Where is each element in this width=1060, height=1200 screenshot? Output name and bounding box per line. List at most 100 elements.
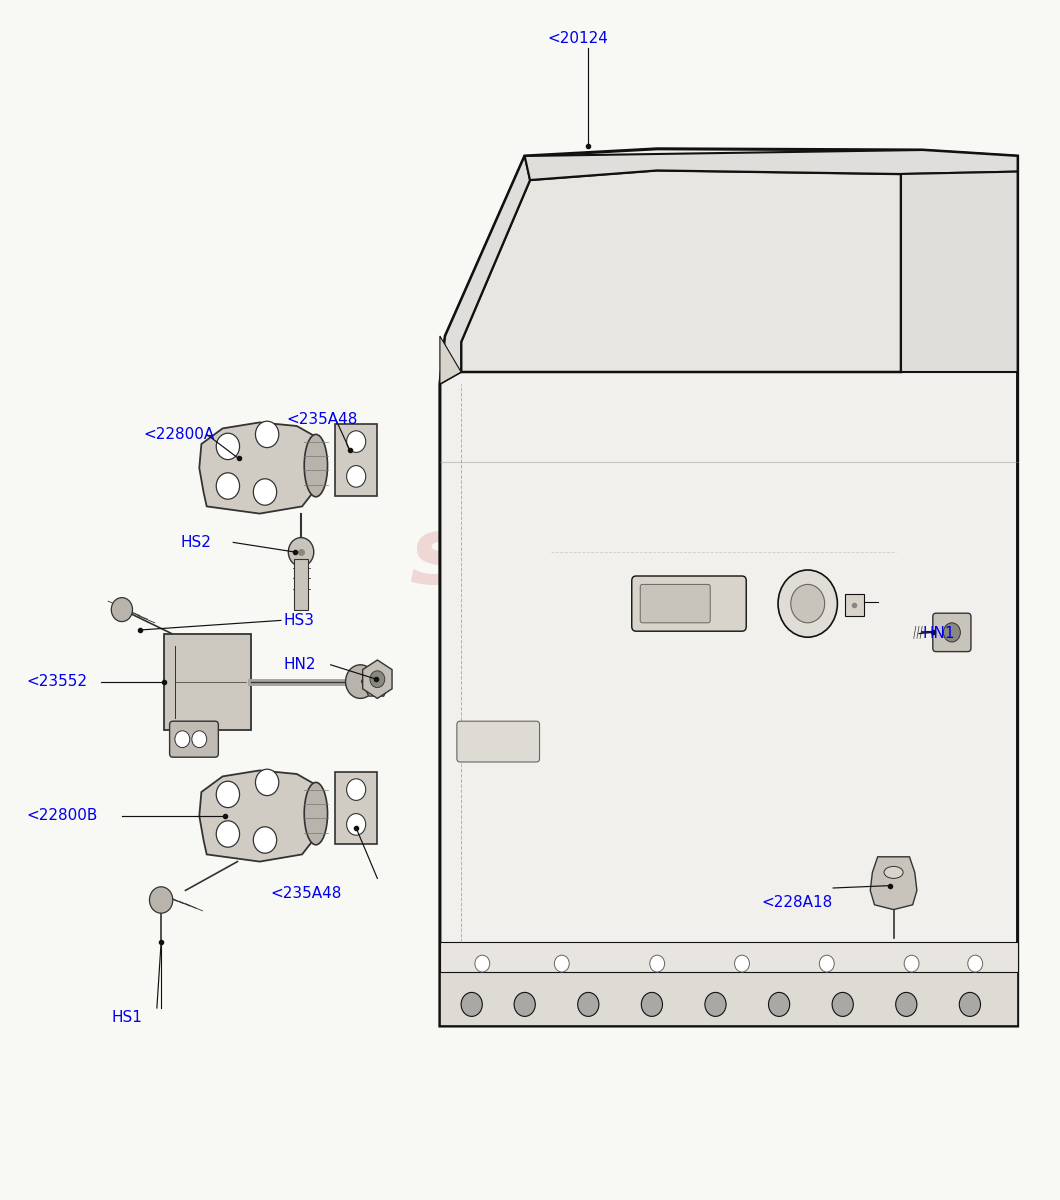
Circle shape [705,992,726,1016]
Text: <22800B: <22800B [26,809,98,823]
Circle shape [819,955,834,972]
Text: HS2: HS2 [180,535,211,550]
Circle shape [968,955,983,972]
Circle shape [554,955,569,972]
Ellipse shape [304,434,328,497]
Text: c a r  p a r t s: c a r p a r t s [525,649,747,683]
Circle shape [288,538,314,566]
Polygon shape [440,156,530,384]
Bar [744,486,789,536]
Circle shape [904,955,919,972]
Circle shape [735,955,749,972]
Circle shape [347,466,366,487]
Bar [878,637,922,688]
Circle shape [192,731,207,748]
FancyBboxPatch shape [933,613,971,652]
Circle shape [346,665,375,698]
Bar [922,637,967,688]
Bar [744,637,789,688]
Text: <20124: <20124 [547,31,608,46]
Circle shape [578,992,599,1016]
Circle shape [768,992,790,1016]
Bar [922,688,967,738]
Bar [789,587,833,637]
Bar [744,688,789,738]
Polygon shape [525,150,1018,180]
Circle shape [461,992,482,1016]
Text: <235A48: <235A48 [270,887,341,901]
Polygon shape [199,770,323,862]
Bar [833,486,878,536]
Ellipse shape [884,866,903,878]
Bar [789,486,833,536]
Circle shape [641,992,662,1016]
Circle shape [175,731,190,748]
Circle shape [253,827,277,853]
FancyBboxPatch shape [640,584,710,623]
Circle shape [111,598,132,622]
Bar [922,536,967,587]
Bar [440,942,1018,972]
Bar [845,594,864,616]
Bar [833,536,878,587]
Text: <22800A: <22800A [143,427,214,442]
Bar [878,536,922,587]
Bar [833,688,878,738]
Bar [700,436,744,486]
Bar [744,587,789,637]
Bar [440,972,1018,1026]
Polygon shape [440,149,1018,1026]
Bar [833,587,878,637]
Text: scuderia: scuderia [409,512,863,604]
Ellipse shape [304,782,328,845]
Text: HN1: HN1 [922,626,955,641]
Text: HS3: HS3 [283,613,314,628]
Polygon shape [461,170,901,372]
FancyBboxPatch shape [170,721,218,757]
Circle shape [791,584,825,623]
Text: HS1: HS1 [111,1010,142,1025]
Circle shape [149,887,173,913]
Bar [878,587,922,637]
Circle shape [253,479,277,505]
Circle shape [347,814,366,835]
Bar [789,688,833,738]
Polygon shape [870,857,917,910]
FancyBboxPatch shape [335,772,377,844]
Bar [789,637,833,688]
Text: <228A18: <228A18 [761,895,832,910]
FancyBboxPatch shape [335,424,377,496]
Bar [833,436,878,486]
Bar [700,486,744,536]
Circle shape [255,769,279,796]
Bar [789,436,833,486]
Bar [878,486,922,536]
Polygon shape [901,172,1018,372]
Bar [700,637,744,688]
Circle shape [778,570,837,637]
Bar [744,536,789,587]
Bar [700,688,744,738]
FancyBboxPatch shape [632,576,746,631]
Circle shape [943,623,960,642]
Circle shape [216,821,240,847]
Bar [922,436,967,486]
Bar [744,436,789,486]
Circle shape [475,955,490,972]
Text: <235A48: <235A48 [286,413,357,427]
Bar [789,536,833,587]
Bar [833,637,878,688]
Circle shape [832,992,853,1016]
Text: HN2: HN2 [283,658,316,672]
Bar [922,486,967,536]
Circle shape [347,431,366,452]
Polygon shape [199,422,323,514]
Circle shape [216,781,240,808]
Bar [922,587,967,637]
Bar [878,688,922,738]
Circle shape [896,992,917,1016]
Bar [878,436,922,486]
Circle shape [255,421,279,448]
Circle shape [216,433,240,460]
FancyBboxPatch shape [457,721,540,762]
